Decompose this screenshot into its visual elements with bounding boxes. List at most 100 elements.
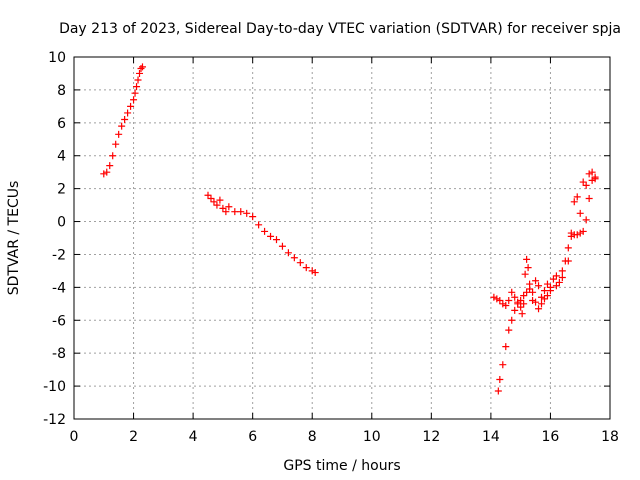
data-point xyxy=(499,361,507,369)
data-point xyxy=(579,178,587,186)
data-point xyxy=(511,293,519,301)
y-tick-label: 8 xyxy=(57,83,66,99)
data-point xyxy=(490,293,498,301)
data-point xyxy=(508,288,516,296)
data-point xyxy=(546,287,554,295)
data-point xyxy=(508,316,516,324)
data-point xyxy=(243,209,251,217)
x-tick-label: 2 xyxy=(129,429,138,445)
data-point xyxy=(540,287,548,295)
x-tick-label: 18 xyxy=(601,429,619,445)
data-point xyxy=(502,301,510,309)
y-axis-label: SDTVAR / TECUs xyxy=(6,181,22,296)
x-axis-label: GPS time / hours xyxy=(283,458,400,474)
x-tick-label: 10 xyxy=(363,429,381,445)
y-tick-label: -12 xyxy=(43,412,66,428)
data-point xyxy=(585,170,593,178)
data-point xyxy=(121,116,129,124)
data-point xyxy=(127,102,135,110)
data-point xyxy=(131,89,139,97)
data-point xyxy=(505,297,513,305)
data-point xyxy=(133,83,141,91)
x-tick-label: 14 xyxy=(482,429,500,445)
data-point xyxy=(137,65,145,73)
data-point xyxy=(237,208,245,216)
data-point xyxy=(591,173,599,181)
data-point xyxy=(585,195,593,203)
data-point xyxy=(567,229,575,237)
y-tick-label: 10 xyxy=(48,50,66,66)
data-point xyxy=(130,96,138,104)
x-tick-label: 16 xyxy=(542,429,560,445)
data-point xyxy=(511,306,519,314)
data-point xyxy=(529,297,537,305)
data-point xyxy=(520,292,528,300)
data-point xyxy=(529,288,537,296)
data-point xyxy=(494,387,502,395)
x-tick-label: 8 xyxy=(308,429,317,445)
chart-title: Day 213 of 2023, Sidereal Day-to-day VTE… xyxy=(59,21,621,37)
data-point xyxy=(573,231,581,239)
y-tick-label: 0 xyxy=(57,215,66,231)
data-point xyxy=(302,264,310,272)
data-point xyxy=(543,280,551,288)
data-point xyxy=(290,254,298,262)
data-point xyxy=(124,109,132,117)
data-point xyxy=(103,168,111,176)
data-point xyxy=(210,198,218,206)
series-segment-2 xyxy=(204,191,319,277)
data-point xyxy=(261,227,269,235)
y-tick-label: -6 xyxy=(52,313,66,329)
x-tick-label: 0 xyxy=(70,429,79,445)
y-tick-label: 2 xyxy=(57,182,66,198)
data-point xyxy=(579,227,587,235)
data-point xyxy=(505,326,513,334)
data-point xyxy=(496,297,504,305)
data-point xyxy=(216,196,224,204)
data-point xyxy=(526,285,534,293)
data-point xyxy=(576,229,584,237)
data-point xyxy=(249,213,257,221)
data-point xyxy=(582,216,590,224)
data-point xyxy=(255,221,263,229)
data-point xyxy=(555,278,563,286)
data-point xyxy=(543,292,551,300)
data-point xyxy=(112,140,120,148)
data-point xyxy=(115,130,123,138)
series-segment-1 xyxy=(100,63,146,178)
y-tick-label: -4 xyxy=(52,280,66,296)
data-point xyxy=(535,282,543,290)
data-point xyxy=(308,267,316,275)
data-point xyxy=(535,305,543,313)
data-point xyxy=(136,69,144,77)
data-point xyxy=(225,203,233,211)
data-point xyxy=(134,76,142,84)
data-point xyxy=(272,236,280,244)
data-point xyxy=(204,191,212,199)
y-tick-label: -10 xyxy=(43,379,66,395)
x-tick-label: 12 xyxy=(422,429,440,445)
data-point xyxy=(532,277,540,285)
data-point xyxy=(558,273,566,281)
y-tick-label: 6 xyxy=(57,116,66,132)
data-point xyxy=(100,170,108,178)
axis-ticks: 0 2 4 6 8 10 12 14 16 18 -12 -10 -8 -6 -4 -2 0 2 4 6 8 10 xyxy=(43,50,619,445)
data-point xyxy=(538,293,546,301)
data-point xyxy=(582,181,590,189)
data-point xyxy=(538,300,546,308)
data-point xyxy=(219,204,227,212)
data-point xyxy=(284,249,292,257)
y-tick-label: -2 xyxy=(52,247,66,263)
data-point xyxy=(588,168,596,176)
plot-frame xyxy=(73,56,611,420)
data-point xyxy=(520,300,528,308)
data-point xyxy=(523,288,531,296)
data-point xyxy=(138,63,146,71)
data-point xyxy=(517,297,525,305)
data-point xyxy=(518,310,526,318)
data-point xyxy=(570,198,578,206)
grid-lines xyxy=(74,57,610,419)
data-points xyxy=(100,63,599,395)
data-point xyxy=(493,295,501,303)
